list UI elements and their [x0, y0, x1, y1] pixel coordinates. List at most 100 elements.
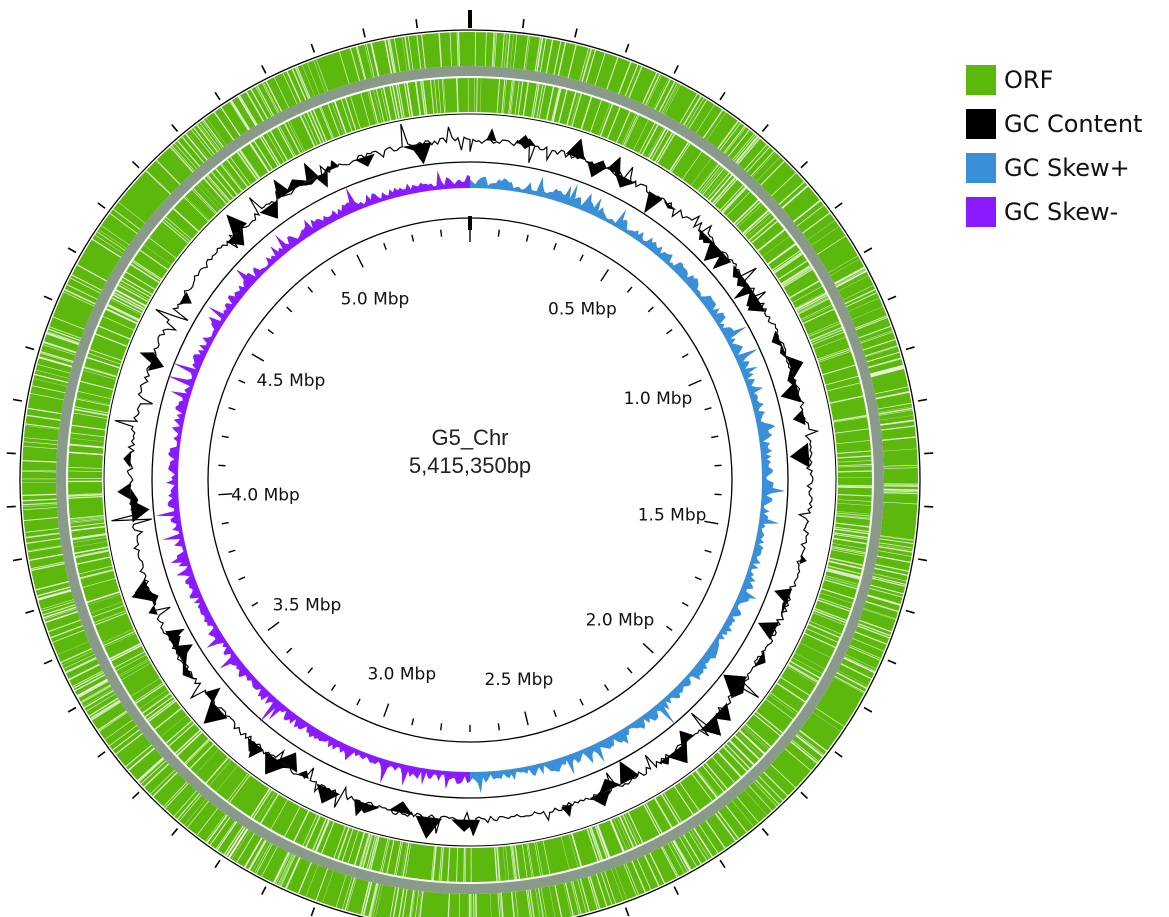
orf-gap-reverse — [619, 816, 634, 848]
orf-gap-reverse — [68, 493, 103, 497]
gc-content-spike — [179, 292, 192, 304]
orf-gap-reverse — [438, 846, 443, 881]
orf-gap-forward — [526, 890, 531, 917]
orf-gap-forward — [52, 629, 85, 643]
orf-gap-forward — [732, 133, 755, 161]
orf-gap-reverse — [787, 664, 818, 683]
orf-gap-reverse — [834, 526, 869, 533]
orf-gap-reverse — [87, 356, 120, 369]
orf-gap-reverse — [102, 316, 135, 331]
orf-gap-forward — [99, 712, 128, 732]
orf-gap-reverse — [94, 612, 127, 626]
orf-gap-forward — [860, 330, 893, 343]
orf-gap-forward — [618, 61, 632, 94]
orf-gap-reverse — [767, 243, 797, 265]
orf-gap-reverse — [721, 186, 746, 213]
orf-gap-reverse — [69, 515, 104, 520]
orf-gap-reverse — [68, 470, 103, 473]
orf-gap-forward — [145, 170, 171, 195]
orf-gap-reverse — [663, 792, 683, 822]
orf-gap-reverse — [829, 395, 864, 404]
orf-gap-forward — [206, 117, 227, 146]
orf-gap-reverse — [514, 845, 521, 880]
orf-gap-forward — [22, 459, 57, 463]
gc-content-spike — [667, 741, 688, 764]
orf-gap-reverse — [389, 85, 398, 120]
orf-gap-reverse — [82, 578, 116, 588]
orf-gap-forward — [25, 532, 60, 539]
orf-gap-reverse — [794, 652, 825, 669]
orf-gap-forward — [790, 741, 818, 764]
outer-ring — [19, 29, 921, 917]
orf-gap-reverse — [402, 842, 410, 877]
orf-band-reverse — [68, 78, 872, 882]
orf-gap-reverse — [208, 759, 232, 787]
orf-gap-forward — [834, 675, 865, 693]
orf-gap-forward — [404, 36, 411, 71]
gc-content-spike — [771, 330, 783, 347]
orf-gap-reverse — [571, 833, 582, 867]
orf-gap-forward — [389, 39, 397, 73]
orf-gap-forward — [138, 758, 165, 783]
scale-tick — [626, 286, 633, 293]
gc-content-spike — [644, 190, 663, 214]
orf-gap-forward — [501, 33, 505, 68]
orf-gap-reverse — [91, 605, 125, 618]
orf-gap-forward — [369, 883, 379, 917]
orf-gap-reverse — [824, 577, 858, 587]
orf-gap-forward — [97, 710, 127, 731]
orf-gap-reverse — [596, 825, 610, 858]
orf-gap-reverse — [751, 220, 778, 244]
gc-content-spike — [589, 789, 611, 807]
orf-gap-forward — [628, 66, 643, 98]
orf-gap-forward — [250, 88, 269, 120]
orf-gap-forward — [557, 42, 567, 76]
scale-tick — [228, 407, 236, 411]
orf-gap-forward — [674, 839, 692, 870]
orf-gap-reverse — [778, 260, 808, 280]
orf-gap-forward — [421, 34, 426, 69]
orf-gap-reverse — [826, 568, 861, 579]
scale-label: 5.0 Mbp — [341, 289, 410, 309]
orf-gap-reverse — [431, 846, 437, 881]
outer-tick — [310, 907, 316, 917]
gc-content-spike — [780, 592, 791, 618]
orf-gap-reverse — [496, 847, 500, 881]
orf-gap-reverse — [370, 836, 380, 870]
orf-gap-forward — [262, 82, 279, 114]
orf-gap-forward — [793, 199, 821, 223]
orf-gap-forward — [695, 104, 715, 134]
orf-gap-forward — [500, 892, 504, 917]
gc-content-spike — [148, 605, 158, 615]
orf-gap-forward — [305, 865, 319, 897]
gc-content-spike — [117, 483, 131, 500]
gc-content-spike — [779, 343, 788, 360]
orf-gap-forward — [664, 84, 681, 115]
orf-gap-forward — [40, 351, 74, 363]
orf-gap-forward — [631, 860, 646, 893]
orf-gap-forward — [280, 855, 296, 887]
orf-gap-reverse — [236, 152, 257, 181]
orf-gap-forward — [855, 316, 888, 331]
orf-gap-forward — [409, 890, 415, 917]
orf-gap-forward — [196, 124, 219, 153]
orf-gap-forward — [22, 493, 57, 497]
orf-gap-reverse — [75, 549, 109, 557]
orf-gap-forward — [225, 827, 246, 857]
orf-gap-forward — [23, 437, 58, 442]
orf-gap-reverse — [589, 99, 602, 133]
outer-tick — [12, 398, 23, 402]
orf-gap-reverse — [735, 201, 761, 226]
orf-gap-reverse — [350, 96, 361, 129]
orf-track-forward — [22, 32, 918, 917]
orf-gap-forward — [796, 204, 825, 227]
orf-gap-reverse — [250, 788, 270, 818]
orf-gap-forward — [662, 83, 680, 114]
orf-gap-forward — [74, 674, 105, 692]
orf-gap-reverse — [108, 304, 140, 320]
orf-gap-reverse — [68, 452, 103, 456]
orf-gap-reverse — [743, 725, 770, 749]
gc-content-spike — [388, 801, 413, 816]
orf-gap-reverse — [616, 111, 631, 143]
orf-gap-reverse — [109, 643, 141, 660]
